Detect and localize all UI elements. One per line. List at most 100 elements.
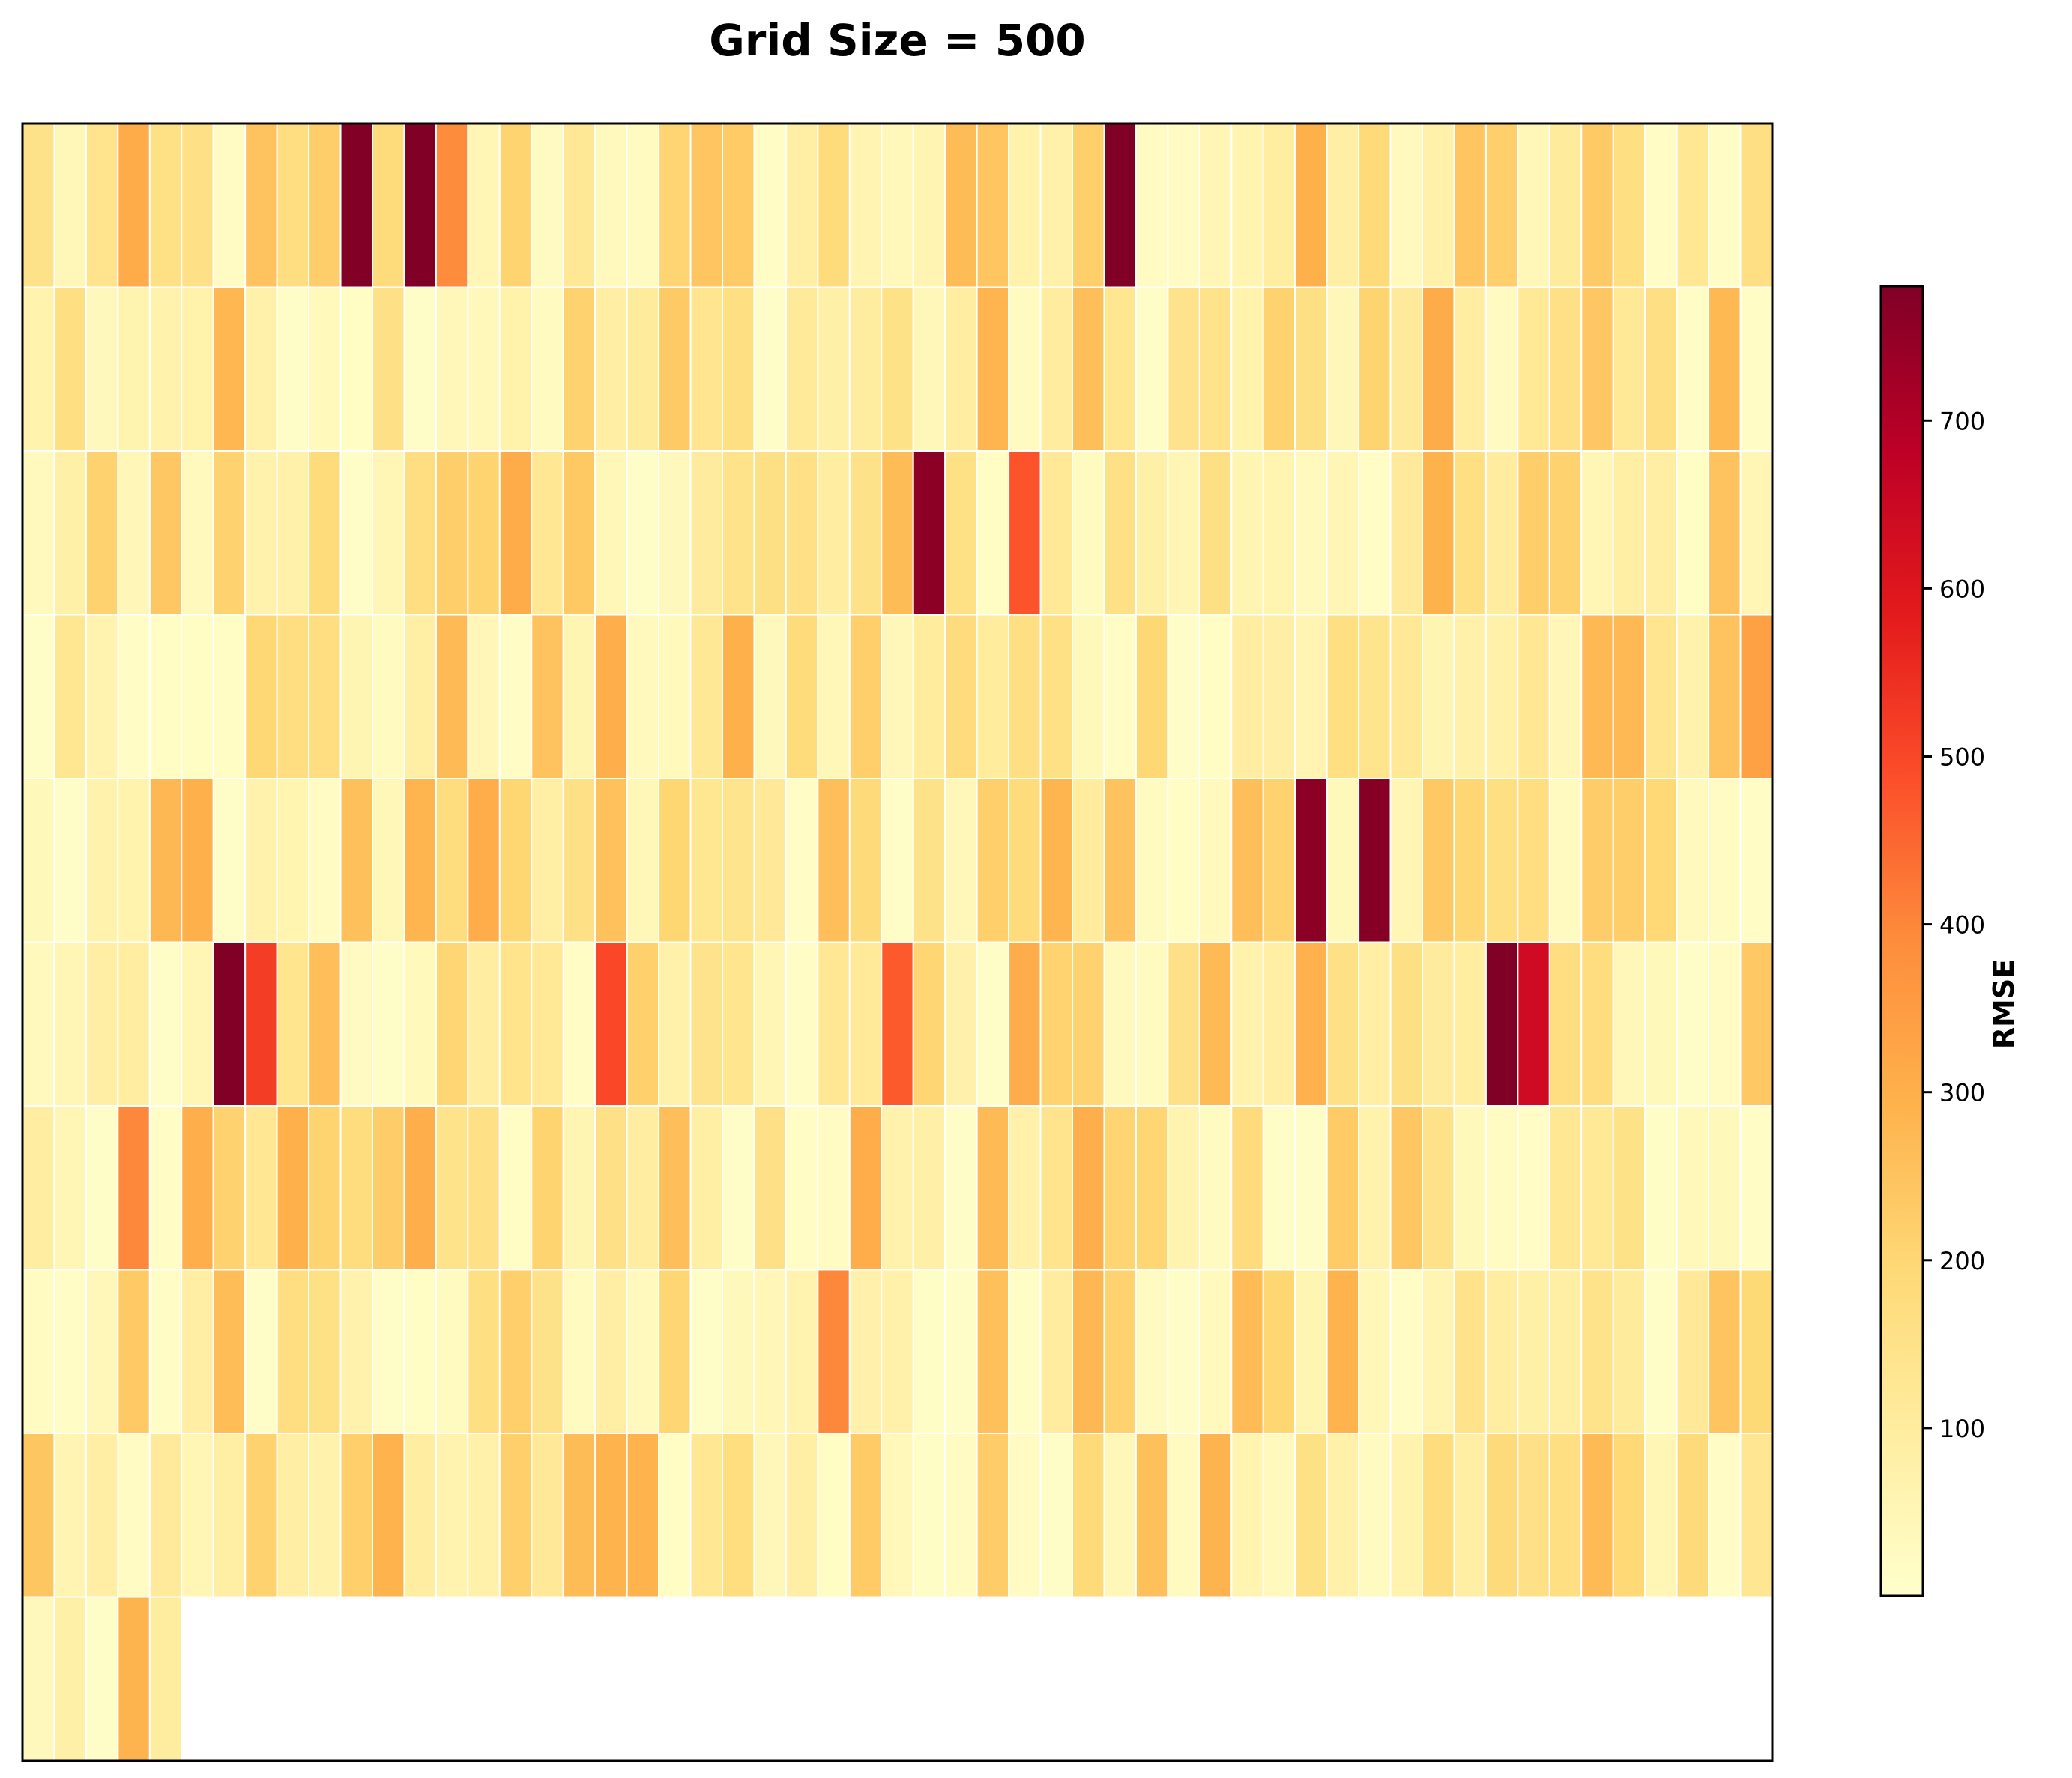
heatmap-cell [626,614,660,779]
heatmap-cell [117,614,151,779]
heatmap-cell [117,123,151,288]
heatmap-cell [531,1433,564,1598]
heatmap-cell [1484,614,1519,779]
heatmap-cell [1708,778,1742,943]
heatmap-cell [53,1105,87,1271]
heatmap-cell [276,778,310,943]
heatmap-cell [753,1105,787,1271]
heatmap-cell [276,941,310,1107]
heatmap-cell [785,450,819,616]
heatmap-cell [498,1433,533,1598]
heatmap-cell [753,1269,787,1434]
heatmap-cell [1422,123,1455,288]
heatmap-cell [562,941,596,1107]
heatmap-cell [1039,941,1073,1107]
heatmap-cell [1008,1433,1042,1598]
heatmap-cell [753,123,787,288]
heatmap-cell [848,1269,883,1434]
heatmap-cell [212,778,247,943]
heatmap-cell [817,1269,851,1434]
heatmap-cell [1135,941,1169,1107]
heatmap-cell [372,1105,405,1271]
heatmap-cell [1644,286,1678,452]
heatmap-cell [212,941,247,1107]
heatmap-cell [817,1433,851,1598]
heatmap-cell [1517,123,1550,288]
heatmap-cell [1644,614,1678,779]
colorbar-tick-label: 700 [1939,407,1985,435]
heatmap-cell [467,1433,501,1598]
heatmap-cell [1708,450,1742,616]
heatmap-cell [339,941,373,1107]
heatmap-cell [467,286,501,452]
heatmap-cell [53,614,87,779]
heatmap-cell [594,1433,628,1598]
heatmap-cell [1676,941,1710,1107]
heatmap-cell [148,1596,183,1762]
heatmap-cell [1326,1269,1360,1434]
heatmap-cell [1548,941,1583,1107]
heatmap-cell [1612,1105,1646,1271]
heatmap-cell [1389,450,1423,616]
heatmap-cell [181,286,214,452]
heatmap-cell [722,778,755,943]
heatmap-cell [181,614,214,779]
heatmap-cell [1739,1433,1773,1598]
heatmap-cell [1008,778,1042,943]
heatmap-cell [1167,286,1200,452]
heatmap-cell [531,123,564,288]
heatmap-cell [85,614,119,779]
heatmap-cell [531,286,564,452]
heatmap-cell [1358,1433,1392,1598]
heatmap-cell [689,941,724,1107]
heatmap-cell [117,1105,151,1271]
heatmap-cell [689,614,724,779]
heatmap-cell [1739,286,1773,452]
heatmap-cell [817,123,851,288]
heatmap-cell [1612,1433,1646,1598]
heatmap-cell [117,1269,151,1434]
heatmap-cell [1135,778,1169,943]
heatmap-cell [626,1105,660,1271]
heatmap-cell [85,1596,119,1762]
heatmap-cell [722,1269,755,1434]
heatmap-cell [1580,123,1614,288]
heatmap-cell [1008,1269,1042,1434]
heatmap-cell [117,941,151,1107]
heatmap-cell [1072,778,1105,943]
heatmap-cell [1326,123,1360,288]
heatmap-cell [1548,1433,1583,1598]
heatmap-cell [53,450,87,616]
heatmap-cell [1422,1105,1455,1271]
heatmap-cell [1708,941,1742,1107]
heatmap-cell [1072,123,1105,288]
heatmap-cell [912,1433,946,1598]
heatmap-cell [339,450,373,616]
heatmap-cell [817,1105,851,1271]
colorbar-tick-label: 400 [1939,911,1985,940]
heatmap-cell [1135,286,1169,452]
heatmap-cell [594,941,628,1107]
heatmap-cell [467,123,501,288]
heatmap-cell [785,1269,819,1434]
heatmap-cell [1644,778,1678,943]
heatmap-cell [976,286,1010,452]
heatmap-cell [722,614,755,779]
heatmap-cell [1294,614,1328,779]
heatmap-cell [498,778,533,943]
heatmap-cell [22,123,55,288]
heatmap-cell [1230,778,1264,943]
heatmap-cell [372,1269,405,1434]
heatmap-cell [1517,941,1550,1107]
heatmap-cell [1422,1433,1455,1598]
heatmap-cell [594,1105,628,1271]
heatmap-cell [212,450,247,616]
heatmap-cell [1167,1269,1200,1434]
heatmap-cell [1517,286,1550,452]
heatmap-cell [1039,123,1073,288]
heatmap-cell [1580,286,1614,452]
heatmap-cell [308,941,342,1107]
heatmap-cell [212,123,247,288]
heatmap-cell [148,1269,183,1434]
heatmap-cell [1294,286,1328,452]
